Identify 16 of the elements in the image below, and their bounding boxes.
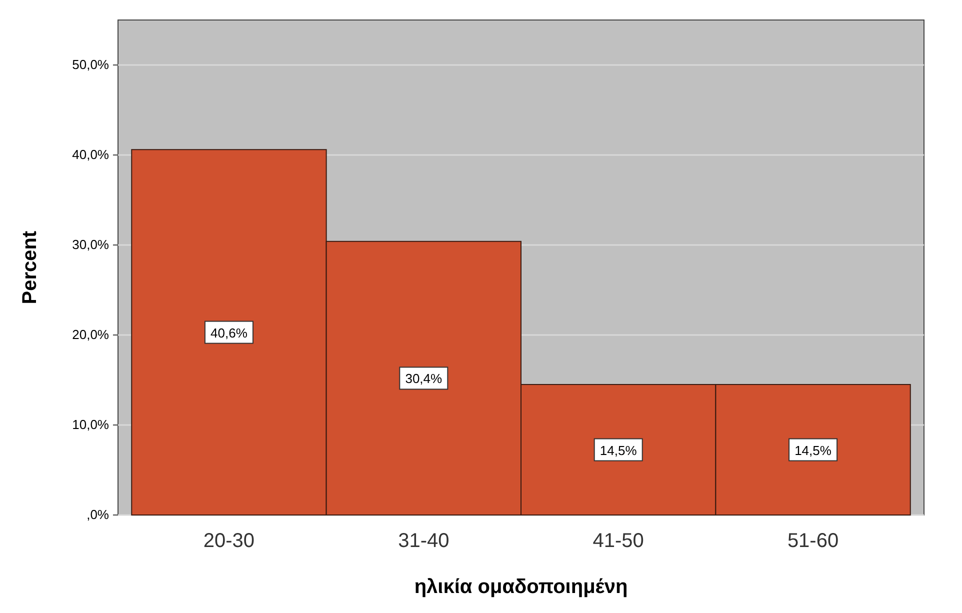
x-tick-label: 41-50 [592, 530, 644, 552]
data-label: 14,5% [794, 442, 832, 458]
y-tick-label: 30,0% [72, 237, 110, 252]
x-axis-title: ηλικία ομαδοποιημένη [414, 576, 628, 598]
y-tick-label: 50,0% [72, 57, 110, 72]
y-tick-label: ,0% [86, 507, 110, 522]
y-tick-label: 40,0% [72, 147, 110, 162]
x-tick-label: 31-40 [398, 530, 450, 552]
x-tick-label: 20-30 [203, 530, 255, 552]
data-label: 40,6% [210, 325, 248, 340]
x-tick-label: 51-60 [787, 530, 839, 552]
y-tick-label: 20,0% [72, 327, 110, 342]
y-tick-label: 10,0% [72, 417, 110, 432]
data-label: 14,5% [600, 442, 638, 458]
y-axis-title: Percent [19, 230, 41, 304]
data-label: 30,4% [405, 371, 443, 386]
